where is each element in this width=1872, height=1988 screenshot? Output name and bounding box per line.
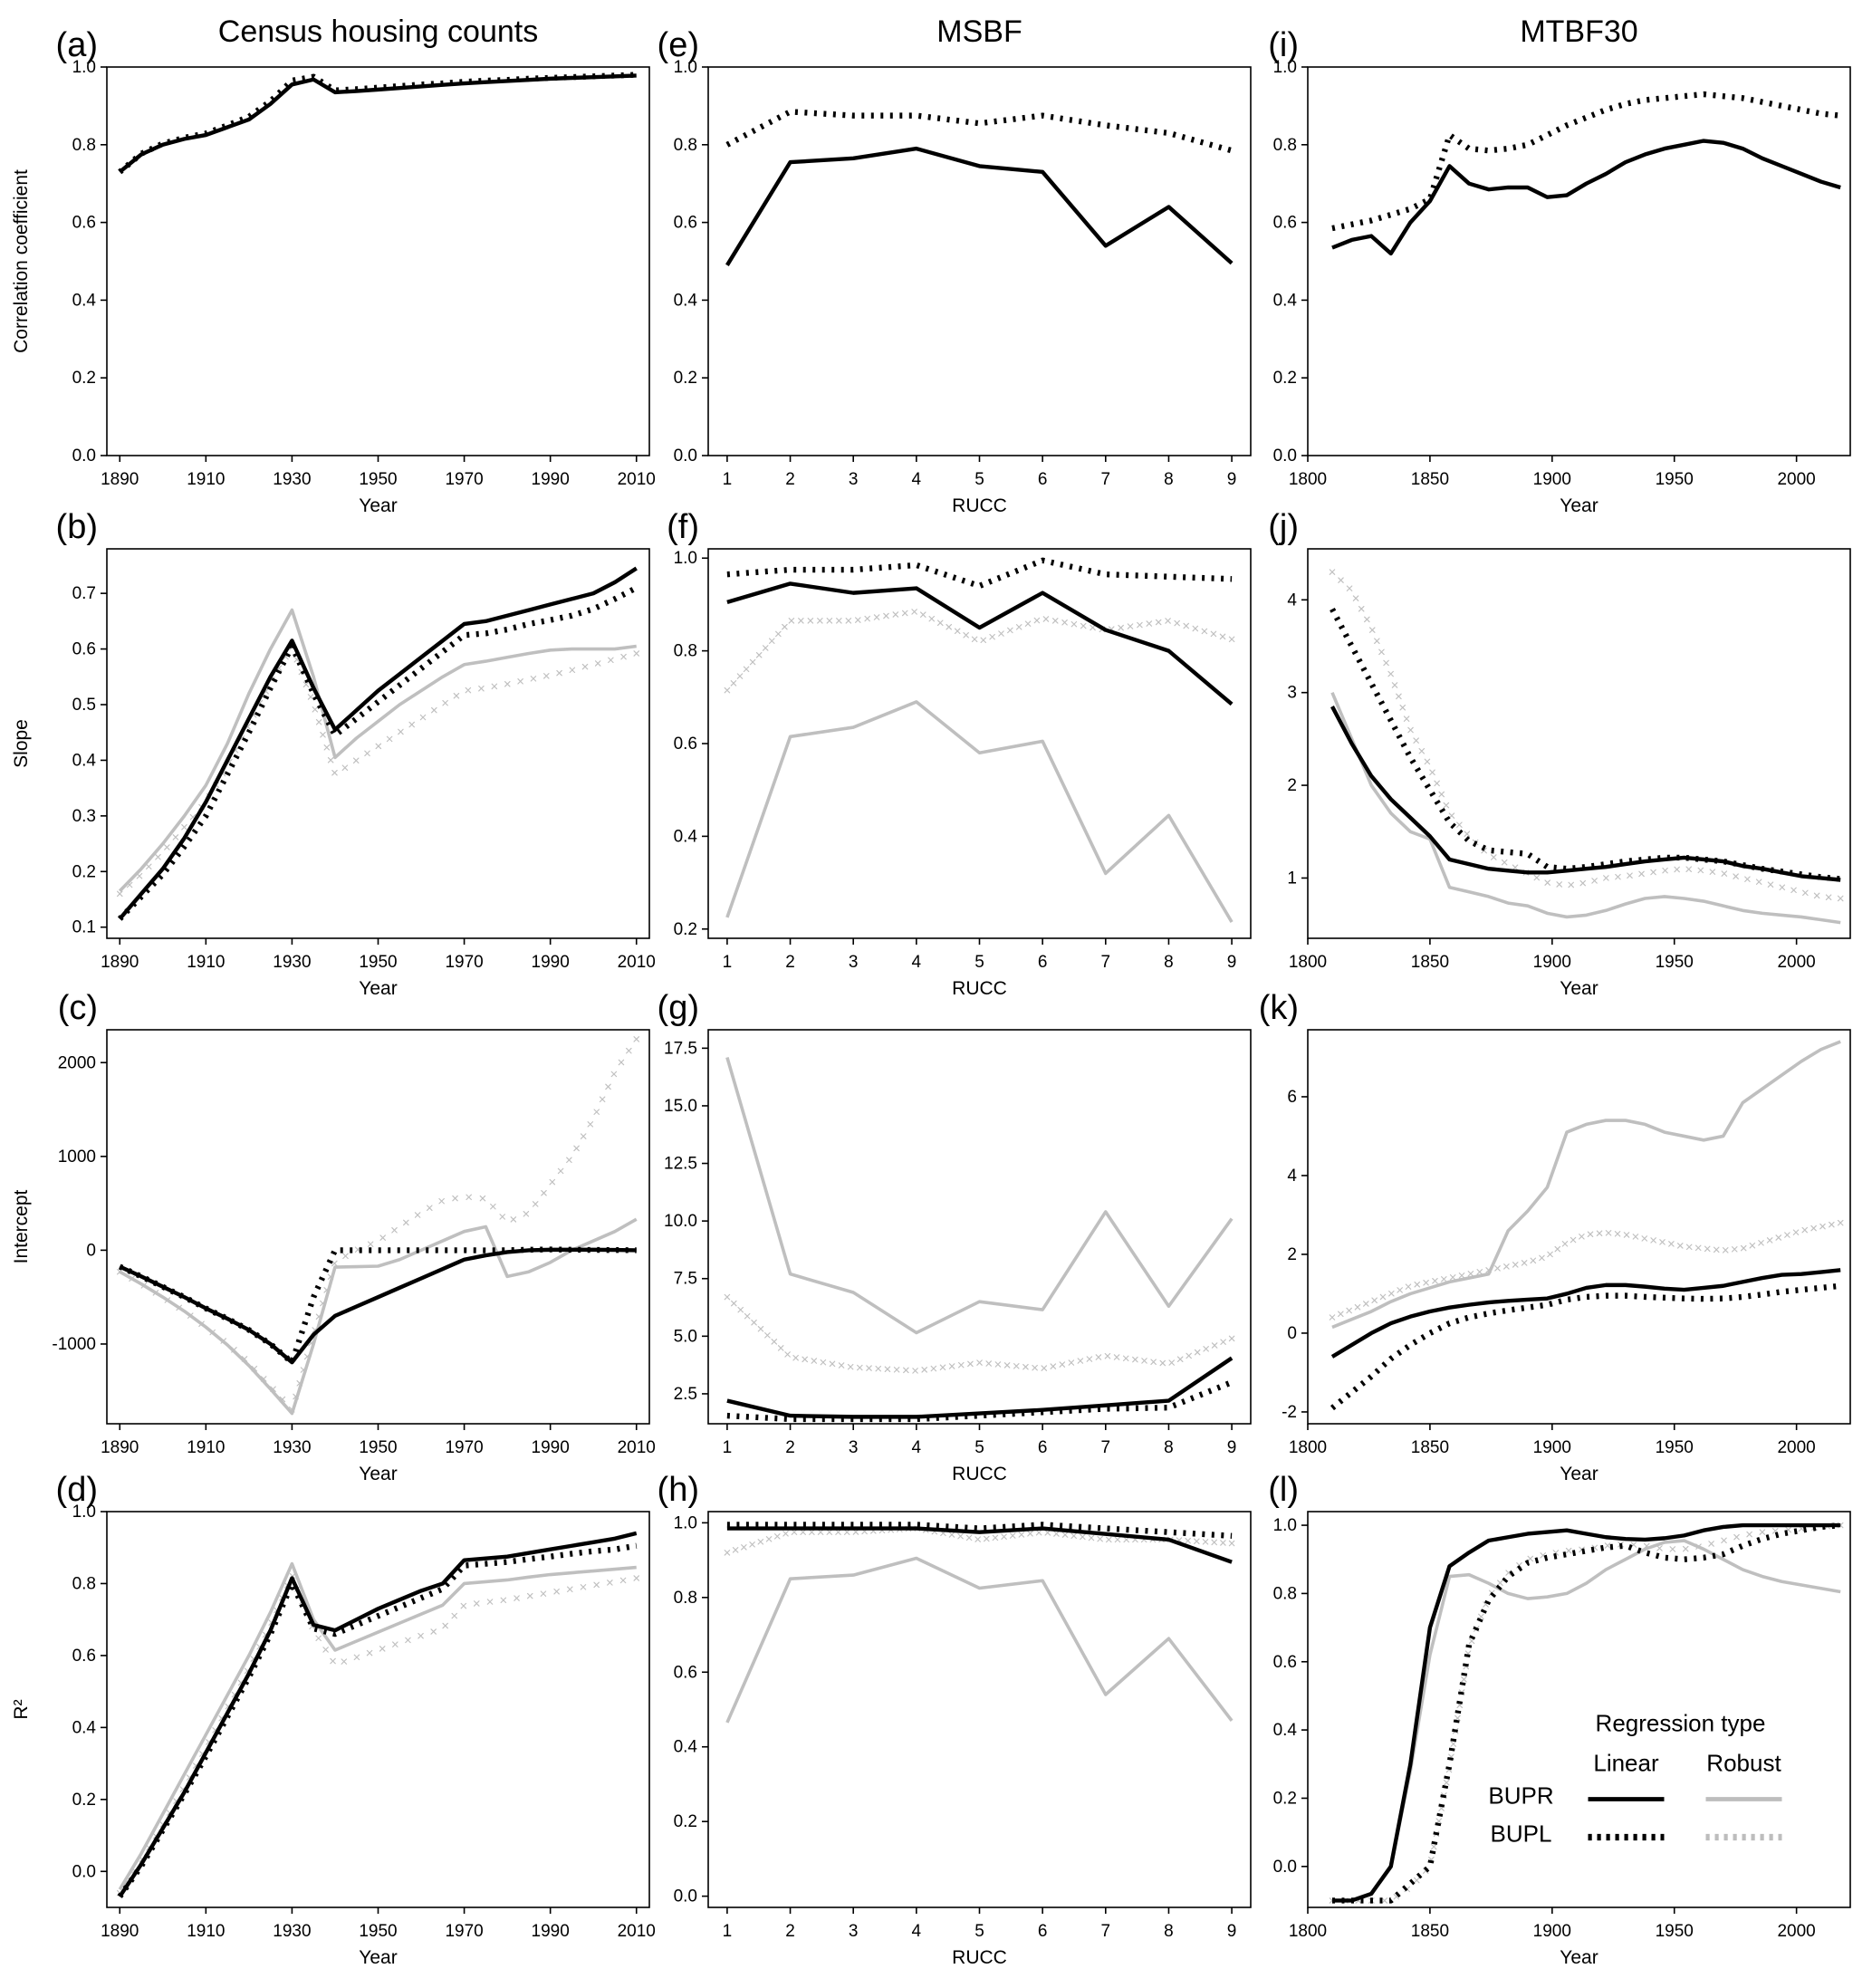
svg-text:0.8: 0.8 [1273, 1584, 1297, 1603]
svg-text:(l): (l) [1268, 1471, 1299, 1509]
svg-text:0.4: 0.4 [1273, 1721, 1298, 1740]
svg-text:2000: 2000 [1777, 1922, 1815, 1941]
svg-text:1850: 1850 [1411, 1922, 1449, 1941]
svg-text:0.2: 0.2 [1273, 1789, 1297, 1808]
svg-text:0.6: 0.6 [1273, 1653, 1297, 1672]
svg-text:1900: 1900 [1533, 1922, 1571, 1941]
svg-text:1800: 1800 [1289, 1922, 1327, 1941]
svg-text:0.0: 0.0 [1273, 1858, 1297, 1877]
svg-text:Year: Year [1560, 1947, 1598, 1968]
svg-text:1950: 1950 [1656, 1922, 1694, 1941]
svg-text:BUPR: BUPR [1488, 1782, 1553, 1810]
svg-text:1.0: 1.0 [1273, 1516, 1297, 1535]
svg-text:Regression type: Regression type [1596, 1710, 1766, 1737]
svg-text:Linear: Linear [1593, 1750, 1659, 1777]
svg-text:Robust: Robust [1706, 1750, 1781, 1777]
svg-text:BUPL: BUPL [1491, 1820, 1552, 1848]
